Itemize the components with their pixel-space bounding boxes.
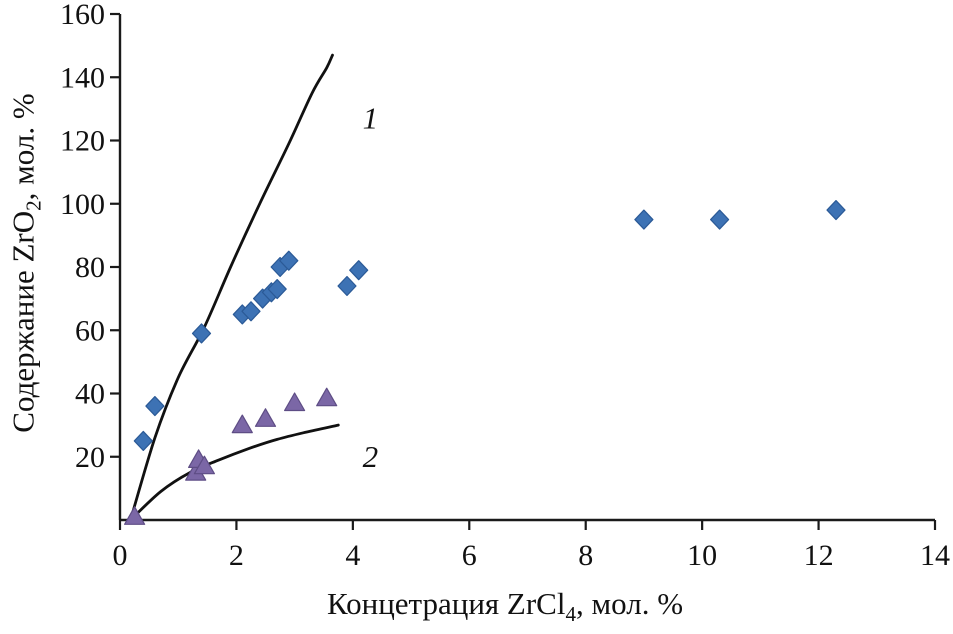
data-point-diamond	[826, 200, 846, 221]
fit-curve-2	[129, 423, 340, 522]
data-point-diamond	[267, 279, 287, 300]
x-tick-label: 8	[578, 539, 593, 572]
y-axis-title: Содержание ZrO2, мол. %	[5, 93, 46, 433]
data-point-triangle	[316, 387, 338, 407]
x-tick-label: 0	[113, 539, 128, 572]
y-tick-label: 160	[60, 0, 105, 31]
y-tick-label: 60	[75, 314, 105, 347]
fit-curve-1	[129, 53, 334, 522]
curve-label-2: 2	[363, 439, 379, 474]
data-point-diamond	[634, 209, 654, 230]
data-point-triangle	[284, 392, 306, 412]
x-tick-label: 12	[804, 539, 834, 572]
y-tick-label: 120	[60, 125, 105, 158]
x-axis-title: Концетрация ZrCl4, мол. %	[326, 586, 684, 627]
x-tick-label: 10	[687, 539, 717, 572]
x-tick-label: 4	[345, 539, 360, 572]
data-point-diamond	[349, 260, 369, 281]
data-point-diamond	[133, 430, 153, 451]
x-tick-label: 14	[920, 539, 950, 572]
data-point-triangle	[193, 455, 215, 475]
y-tick-label: 40	[75, 378, 105, 411]
data-point-diamond	[241, 301, 261, 322]
data-point-triangle	[254, 408, 277, 427]
data-point-diamond	[191, 323, 212, 344]
x-tick-label: 6	[462, 539, 477, 572]
y-tick-label: 80	[75, 251, 105, 284]
y-tick-label: 140	[60, 61, 105, 94]
data-point-triangle	[231, 414, 253, 434]
data-point-diamond	[145, 396, 165, 417]
data-point-triangle	[123, 506, 146, 525]
data-point-diamond	[709, 209, 730, 230]
data-point-diamond	[337, 275, 357, 297]
x-tick-label: 2	[229, 539, 244, 572]
y-tick-label: 100	[60, 188, 105, 221]
curve-label-1: 1	[363, 100, 379, 135]
data-point-diamond	[279, 250, 299, 271]
y-tick-label: 20	[75, 441, 105, 474]
